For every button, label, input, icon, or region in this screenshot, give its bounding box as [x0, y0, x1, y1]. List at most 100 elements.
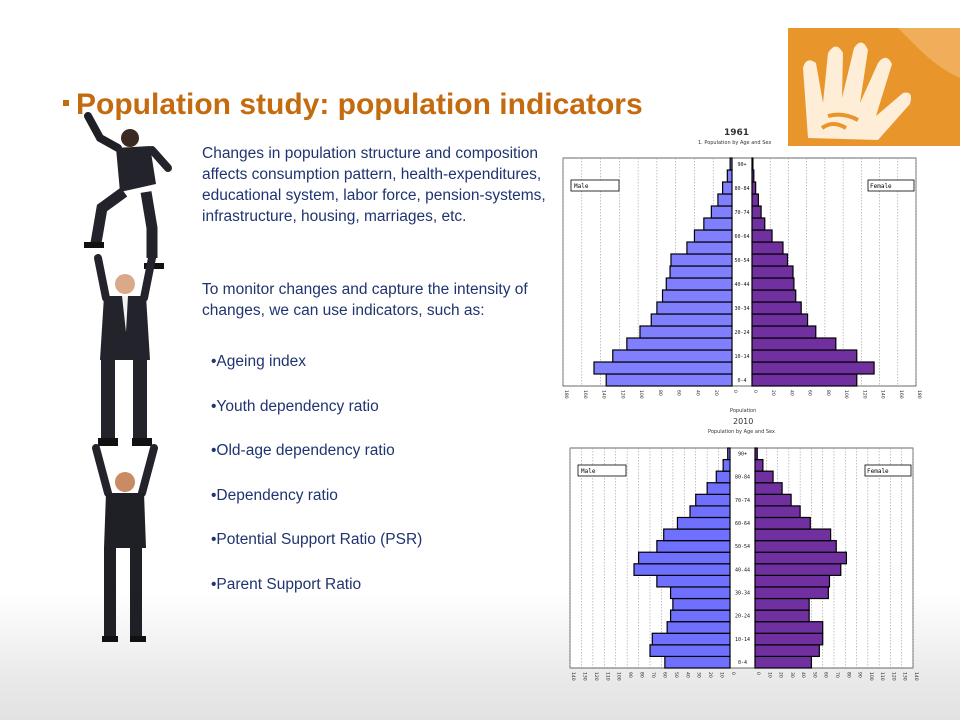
female-bar	[754, 447, 758, 461]
x-tick-label-right: 70	[834, 672, 840, 678]
age-group-label: 0-4	[737, 378, 746, 384]
indicator-item: •Old-age dependency ratio	[211, 442, 395, 460]
male-legend-box	[570, 179, 620, 192]
x-tick-label-right: 0	[752, 390, 758, 393]
female-bar	[754, 482, 783, 495]
age-group-label: 40-44	[735, 567, 750, 573]
paragraph-monitor-changes: To monitor changes and capture the inten…	[202, 281, 528, 319]
x-tick-label-right: 160	[898, 390, 904, 399]
female-bar	[754, 516, 811, 530]
male-bar	[706, 482, 731, 495]
male-bar	[605, 373, 733, 387]
female-bar	[754, 632, 824, 646]
pyramid-chart-2010: 0 10 20 30 40 50 60 70 80 90 100 110 120 130 140 0 10 20 3…	[569, 447, 919, 681]
female-bar	[754, 505, 801, 519]
female-bar	[751, 349, 858, 363]
male-bar	[686, 241, 733, 255]
x-tick-label-left: 40	[684, 672, 690, 678]
male-bar	[710, 205, 733, 219]
male-bar	[669, 609, 731, 623]
x-tick-label-left: 60	[661, 672, 667, 678]
female-bar	[751, 241, 784, 255]
x-tick-label-right: 100	[843, 390, 849, 399]
x-tick-label-right: 120	[890, 672, 896, 681]
x-tick-label-right: 140	[913, 672, 919, 681]
page-title: Population study: population indicators	[76, 88, 643, 121]
age-group-label: 10-14	[735, 637, 750, 643]
middle-person-figure	[94, 254, 156, 446]
age-group-label: 60-64	[735, 521, 750, 527]
female-bar	[751, 289, 797, 303]
male-bar	[715, 470, 731, 484]
male-bar	[649, 644, 731, 658]
age-group-label: 90+	[737, 162, 746, 168]
male-bar	[693, 229, 733, 243]
stacked-businesspeople-illustration	[84, 112, 172, 642]
x-tick-label-left: 180	[563, 390, 569, 399]
x-tick-label-left: 140	[570, 672, 576, 681]
female-bar	[751, 217, 766, 231]
female-legend-box	[867, 179, 915, 192]
female-bar	[751, 169, 755, 183]
x-tick-label-right: 80	[825, 390, 831, 396]
male-bar	[717, 193, 733, 207]
x-tick-label-left: 70	[650, 672, 656, 678]
x-tick-label-left: 160	[582, 390, 588, 399]
age-group-label: 50-54	[734, 258, 749, 264]
x-tick-label-right: 180	[916, 390, 922, 399]
female-legend-label: Female	[870, 183, 892, 190]
x-tick-label-left: 50	[673, 672, 679, 678]
female-bar	[751, 181, 757, 195]
indicator-item: •Youth dependency ratio	[211, 397, 379, 415]
male-bar	[669, 586, 731, 600]
age-group-label: 70-74	[735, 498, 750, 504]
indicator-item: •Parent Support Ratio	[211, 575, 362, 593]
male-bar	[663, 528, 731, 542]
male-legend-box	[577, 464, 627, 477]
x-tick-label-right: 130	[902, 672, 908, 681]
male-bar	[666, 621, 731, 634]
male-bar	[689, 505, 731, 519]
female-bar	[751, 205, 762, 219]
x-tick-label-right: 90	[857, 672, 863, 678]
male-bar	[695, 493, 731, 507]
x-tick-label-left: 80	[657, 390, 663, 396]
indicator-item: •Dependency ratio	[211, 486, 338, 504]
age-group-label: 40-44	[734, 282, 749, 288]
male-bar	[669, 265, 733, 279]
male-bar	[670, 253, 733, 267]
female-bar	[751, 157, 754, 171]
indicator-item: •Ageing index	[211, 353, 307, 370]
male-bar	[639, 325, 733, 339]
male-bar	[665, 277, 733, 291]
age-group-label: 0-4	[738, 660, 747, 666]
x-tick-label-left: 30	[696, 672, 702, 678]
male-bar	[637, 551, 731, 565]
x-tick-label-right: 0	[755, 672, 761, 675]
x-tick-label-right: 60	[823, 672, 829, 678]
x-tick-label-right: 30	[789, 672, 795, 678]
female-bar	[751, 301, 802, 315]
x-tick-label-right: 110	[879, 672, 885, 681]
female-bar	[751, 325, 817, 339]
male-bar	[703, 217, 733, 231]
female-bar	[754, 528, 832, 542]
male-bar	[593, 361, 733, 375]
x-tick-label-left: 90	[627, 672, 633, 678]
chart1-year: 1961	[724, 128, 750, 138]
male-bar	[672, 597, 731, 611]
male-bar	[664, 655, 731, 669]
male-bar	[661, 289, 733, 303]
x-tick-label-left: 20	[713, 390, 719, 396]
female-legend-box	[864, 464, 912, 477]
x-tick-label-right: 10	[766, 672, 772, 678]
age-group-label: 80-84	[735, 475, 750, 481]
female-bar	[754, 551, 848, 565]
male-bar	[726, 169, 733, 183]
male-bar	[729, 157, 733, 171]
x-tick-label-left: 120	[619, 390, 625, 399]
male-bar	[656, 540, 731, 553]
female-bar	[754, 655, 813, 669]
x-tick-label-left: 140	[601, 390, 607, 399]
chart2-supertitle: Population	[730, 408, 757, 414]
